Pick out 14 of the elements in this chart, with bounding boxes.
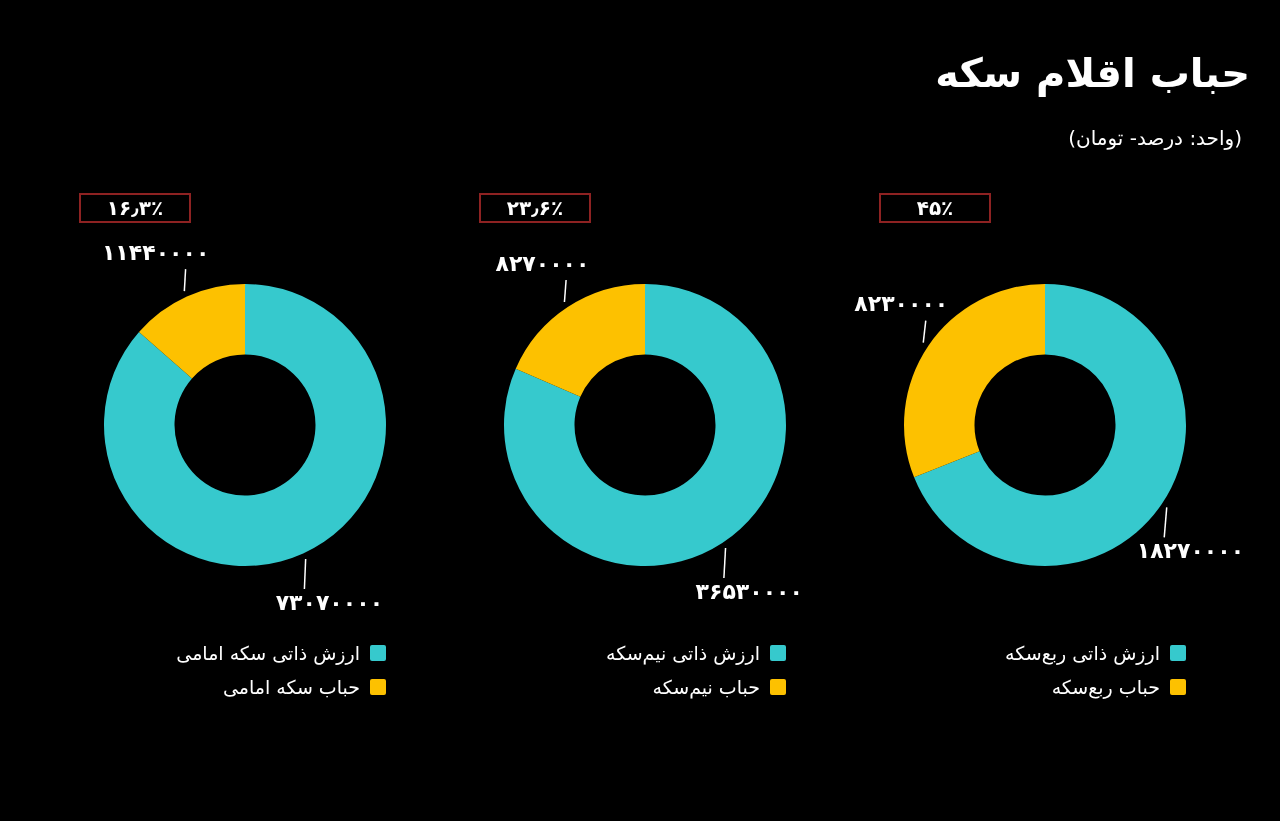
legend-label: حباب سکه امامی — [222, 676, 360, 698]
data-label: ۷۳۰۷۰۰۰۰ — [275, 589, 384, 615]
chart-subtitle: (واحد: درصد- تومان) — [1068, 126, 1242, 150]
data-label: ۱۸۲۷۰۰۰۰ — [1136, 538, 1245, 564]
data-label: ۸۲۷۰۰۰۰ — [495, 250, 590, 276]
legend-label: ارزش ذاتی نیم‌سکه — [605, 642, 760, 664]
data-label: ۱۱۴۴۰۰۰۰ — [101, 239, 210, 265]
data-label: ۳۶۵۳۰۰۰۰ — [695, 578, 803, 604]
data-label: ۸۲۳۰۰۰۰ — [854, 291, 949, 317]
legend-label: ارزش ذاتی سکه امامی — [176, 642, 360, 664]
legend-label: ارزش ذاتی ربع‌سکه — [1005, 642, 1160, 664]
legend-label: حباب نیم‌سکه — [652, 676, 760, 698]
chart-title: حباب اقلام سکه — [935, 50, 1250, 96]
legend-label: حباب ربع‌سکه — [1051, 676, 1160, 698]
